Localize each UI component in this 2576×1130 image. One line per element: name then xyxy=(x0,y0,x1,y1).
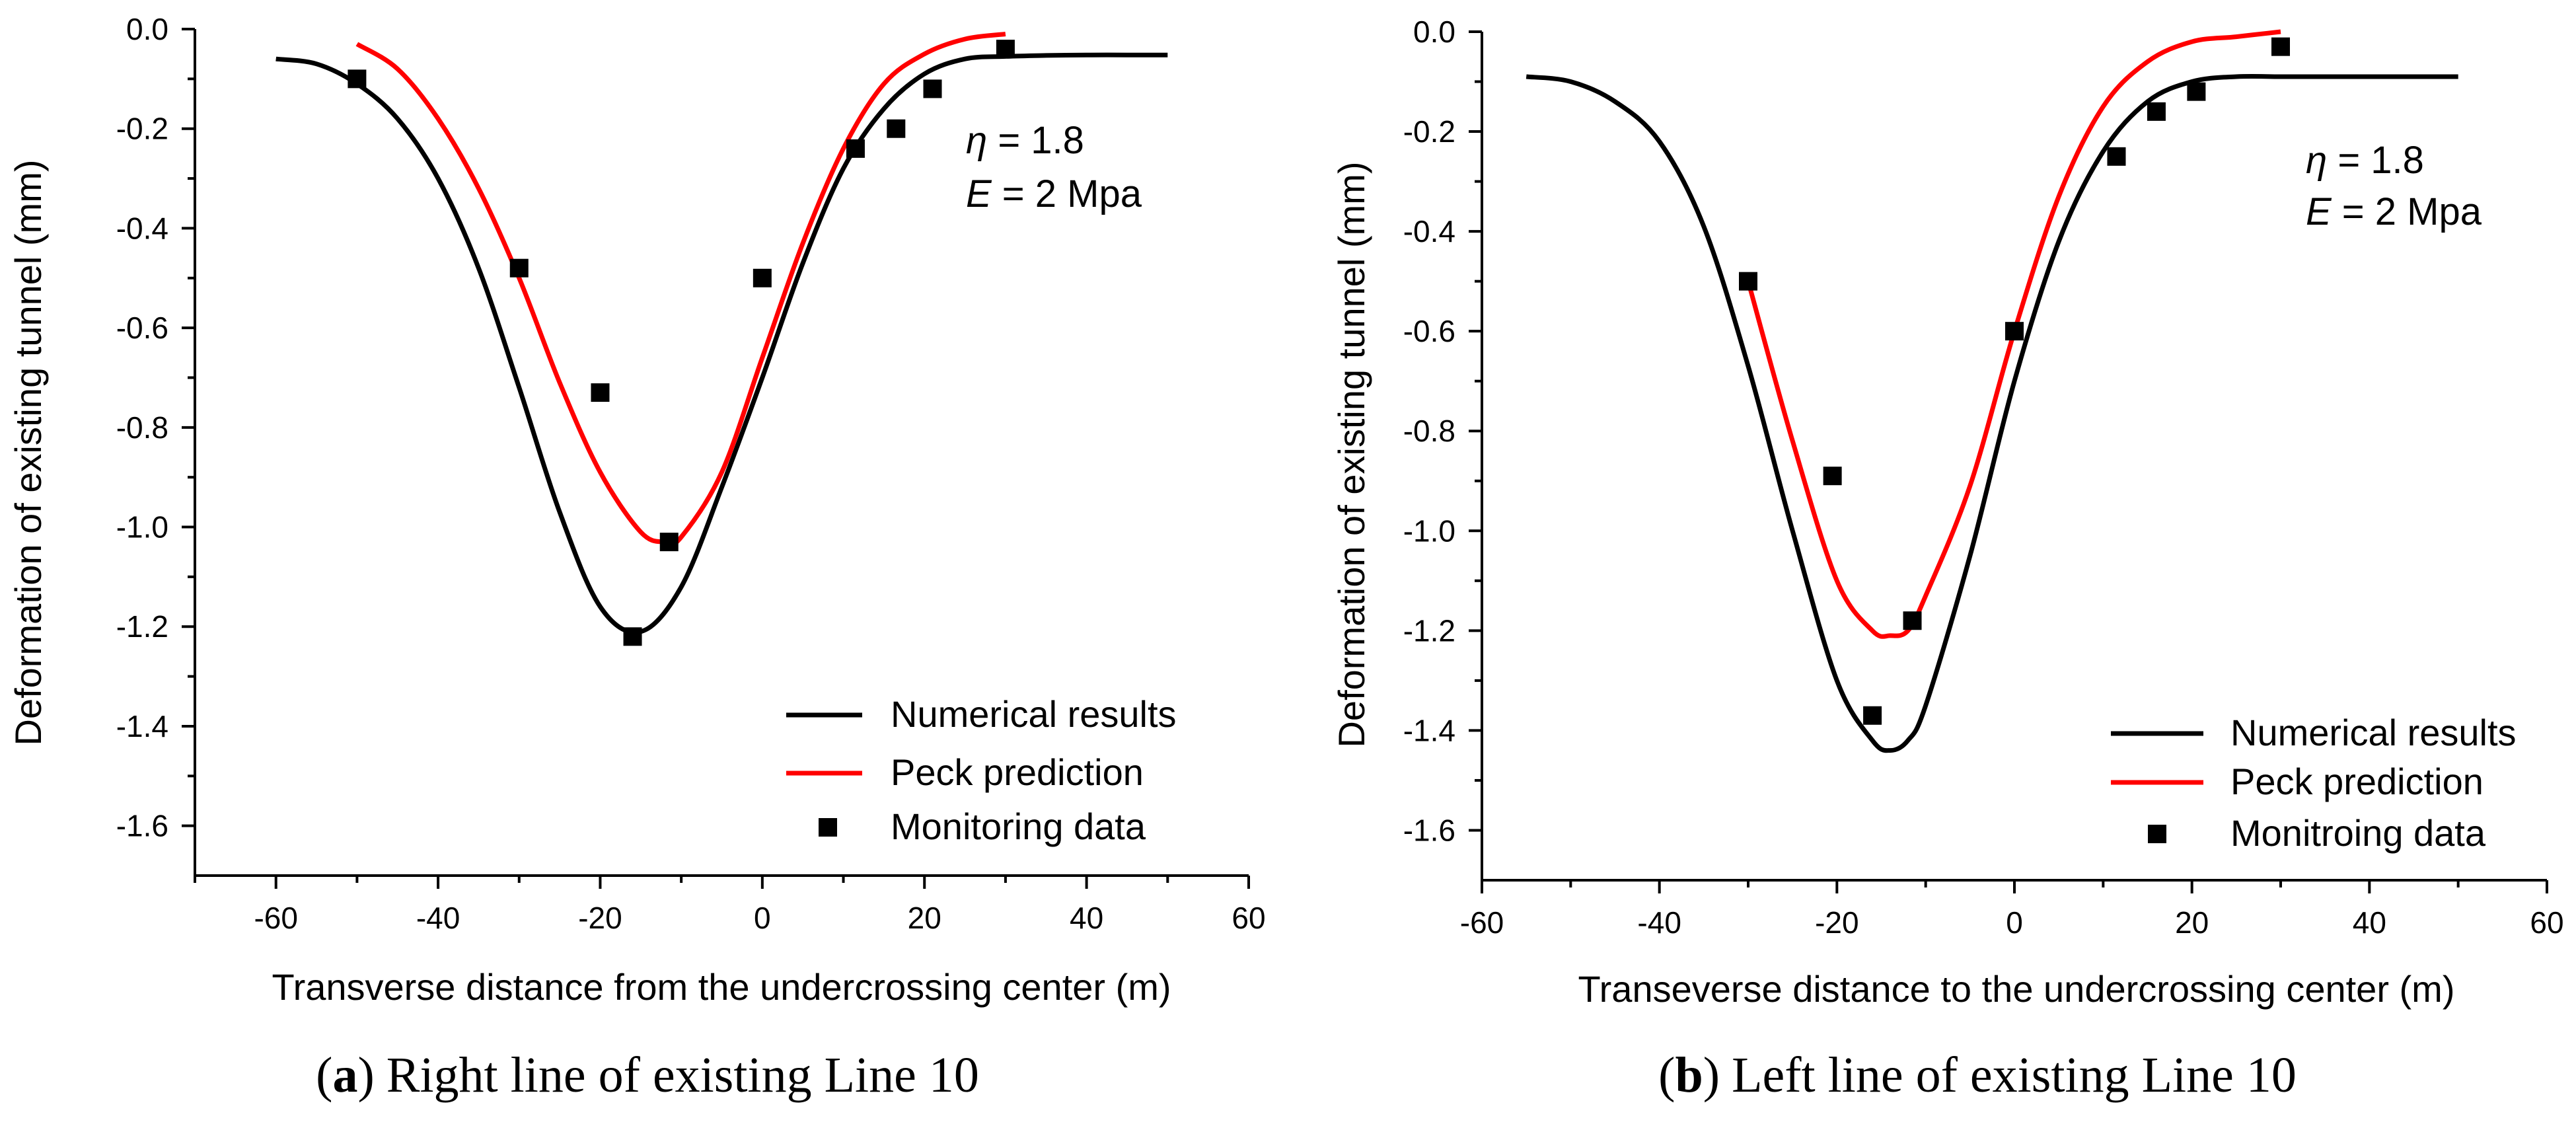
x-axis-title: Transeverse distance to the undercrossin… xyxy=(1578,968,2455,1010)
caption-open: ( xyxy=(316,1047,332,1103)
series-line-0 xyxy=(1526,73,2458,753)
y-tick-label: -0.4 xyxy=(1403,214,1455,248)
data-point xyxy=(2147,102,2166,121)
eta-value: = 1.8 xyxy=(987,119,1084,162)
caption-text: Right line of existing Line 10 xyxy=(386,1047,979,1103)
y-tick-label: -0.6 xyxy=(116,311,168,345)
y-axis-title: Deformation of existing tunnel (mm) xyxy=(7,159,49,745)
panel-caption: (b) Left line of existing Line 10 xyxy=(1658,1047,2297,1103)
data-point xyxy=(753,268,772,287)
y-tick-label: -1.0 xyxy=(1403,513,1455,548)
x-axis-title: Transverse distance from the undercrossi… xyxy=(272,966,1171,1008)
panel-caption: (a) Right line of existing Line 10 xyxy=(316,1047,979,1103)
y-tick-label: -1.4 xyxy=(116,709,168,743)
data-point xyxy=(348,69,367,89)
y-tick-label: -1.6 xyxy=(1403,813,1455,847)
series-line-0 xyxy=(276,52,1168,635)
data-point xyxy=(2187,82,2206,101)
chart-panel-a: -60 -40 -20 0 20 40 60 0.0 -0.2 -0.4 -0.6 -0.8 -1.0 -… xyxy=(7,12,1266,1103)
data-point xyxy=(2271,37,2290,56)
modulus-value: = 2 Mpa xyxy=(992,172,1142,215)
x-tick-label: 20 xyxy=(2175,905,2209,940)
caption-close: ) xyxy=(1703,1047,1720,1103)
legend-label: Peck prediction xyxy=(891,751,1144,793)
x-tick-label: -40 xyxy=(416,901,460,935)
x-tick-label: -20 xyxy=(1815,905,1858,940)
legend-label: Monitoring data xyxy=(891,806,1146,847)
eta-symbol: η xyxy=(966,119,987,162)
caption-text: Left line of existing Line 10 xyxy=(1732,1047,2297,1103)
y-tick-label: -0.2 xyxy=(1403,114,1455,149)
x-tick-label: 0 xyxy=(754,901,771,935)
x-tick-label: -20 xyxy=(578,901,622,935)
series-line-1 xyxy=(355,32,1006,546)
caption-letter: b xyxy=(1675,1047,1703,1103)
x-tick-label: 60 xyxy=(1232,901,1265,935)
modulus-value: = 2 Mpa xyxy=(2332,190,2482,233)
caption-letter: a xyxy=(332,1047,357,1103)
x-tick-label: 40 xyxy=(1070,901,1103,935)
y-tick-label: -0.8 xyxy=(1403,414,1455,448)
y-tick-label: -0.6 xyxy=(1403,314,1455,348)
modulus-annotation: E = 2 Mpa xyxy=(966,172,1142,215)
data-point xyxy=(1903,611,1922,630)
chart-panel-b: -60 -40 -20 0 20 40 60 0.0 -0.2 -0.4 -0.6 -0.8 -1.0 -… xyxy=(1331,15,2564,1103)
x-tick-label: 40 xyxy=(2353,905,2386,940)
caption-open: ( xyxy=(1658,1047,1675,1103)
legend-label: Monitroing data xyxy=(2230,812,2486,854)
eta-symbol: η xyxy=(2306,139,2327,182)
data-point xyxy=(2005,322,2024,341)
eta-value: = 1.8 xyxy=(2327,139,2424,182)
data-point xyxy=(996,40,1015,59)
y-tick-label: -1.6 xyxy=(116,809,168,843)
data-point xyxy=(923,79,942,98)
legend-label: Peck prediction xyxy=(2230,761,2484,802)
data-point xyxy=(887,119,906,138)
data-point xyxy=(509,258,529,278)
legend-swatch-marker xyxy=(2148,825,2166,843)
data-point xyxy=(1739,272,1757,291)
x-tick-label: -40 xyxy=(1637,905,1681,940)
data-point xyxy=(2107,147,2126,166)
y-tick-label: -1.2 xyxy=(116,609,168,644)
x-tick-label: 0 xyxy=(2006,905,2023,940)
data-point xyxy=(1823,467,1842,486)
y-tick-label: -0.2 xyxy=(116,112,168,146)
x-tick-label: 20 xyxy=(908,901,941,935)
modulus-symbol: E xyxy=(2306,190,2332,233)
data-point xyxy=(1863,706,1882,725)
y-tick-label: -1.0 xyxy=(116,510,168,545)
legend-label: Numerical results xyxy=(2230,712,2517,753)
x-tick-label: 60 xyxy=(2530,905,2563,940)
eta-annotation: η = 1.8 xyxy=(2306,139,2424,182)
y-tick-label: -0.8 xyxy=(116,410,168,445)
modulus-annotation: E = 2 Mpa xyxy=(2306,190,2482,233)
x-tick-label: -60 xyxy=(1460,905,1504,940)
y-tick-label: -0.4 xyxy=(116,211,168,245)
modulus-symbol: E xyxy=(966,172,992,215)
caption-close: ) xyxy=(357,1047,374,1103)
data-point xyxy=(846,139,865,158)
y-tick-label: 0.0 xyxy=(126,12,168,46)
eta-annotation: η = 1.8 xyxy=(966,119,1084,162)
series-line-1 xyxy=(1746,29,2281,639)
y-axis-title: Deformation of existing tunnel (mm) xyxy=(1331,161,1372,747)
y-tick-label: -1.2 xyxy=(1403,613,1455,648)
data-point xyxy=(623,627,642,646)
y-tick-label: 0.0 xyxy=(1413,15,1455,49)
legend-label: Numerical results xyxy=(891,693,1177,735)
y-tick-label: -1.4 xyxy=(1403,713,1455,747)
data-point xyxy=(591,383,610,402)
x-tick-label: -60 xyxy=(254,901,297,935)
data-point xyxy=(659,533,679,552)
legend-swatch-marker xyxy=(819,818,837,837)
